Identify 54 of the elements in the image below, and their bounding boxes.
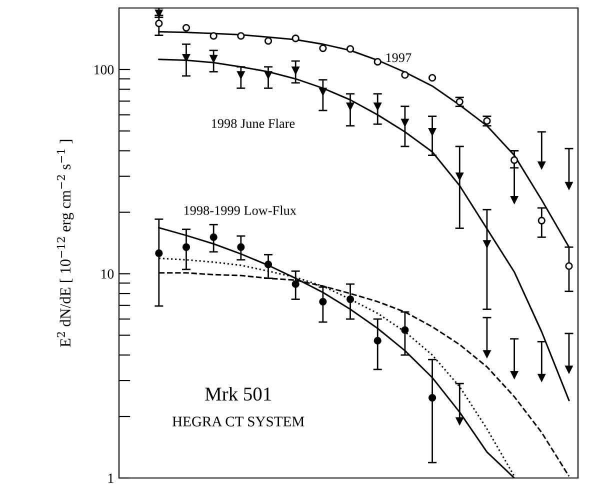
point [456,417,464,425]
series-label: 1997 [386,53,412,62]
point [428,74,436,82]
point [264,260,272,268]
point [319,44,327,52]
point [346,295,354,304]
point [155,249,163,258]
point [483,240,491,248]
point [264,37,272,45]
point [565,366,573,374]
annotation: HEGRA CT SYSTEM [172,416,304,426]
point [155,20,163,28]
point [182,54,190,62]
point [237,243,245,251]
point [428,394,436,402]
point [319,298,327,306]
text: 1998-1999 Low-Flux [184,206,296,215]
point [210,54,218,62]
point [428,128,436,136]
point [510,371,518,379]
point [538,374,546,382]
point [565,182,573,190]
point [374,58,382,66]
point [510,196,518,204]
point [264,71,272,79]
text: 1998 June Flare [212,118,295,128]
point [319,88,327,96]
point [538,161,546,170]
point [292,34,300,42]
y-tick-label: 100 [94,65,114,74]
point [401,326,409,334]
point [510,156,518,164]
point [565,262,573,270]
point [292,280,300,288]
point [182,24,190,32]
point [346,102,354,110]
point [182,243,190,251]
point [346,45,354,53]
point [456,172,464,180]
point [401,71,409,79]
point [483,350,491,358]
text: E$^{2}$ dN/dE [ 10$^{−12}$ erg cm$^{−2}$ s$^{−1}$ ] [56,140,74,347]
point [237,71,245,79]
point [374,102,382,110]
point [210,233,218,242]
point [237,32,245,40]
annotation: Mrk 501 [205,386,271,401]
y-tick-label: 1 [108,474,114,483]
point [401,118,409,126]
point [210,32,218,40]
point [538,216,546,224]
y-tick-label: 10 [101,269,114,279]
point [292,66,300,74]
point [374,336,382,345]
